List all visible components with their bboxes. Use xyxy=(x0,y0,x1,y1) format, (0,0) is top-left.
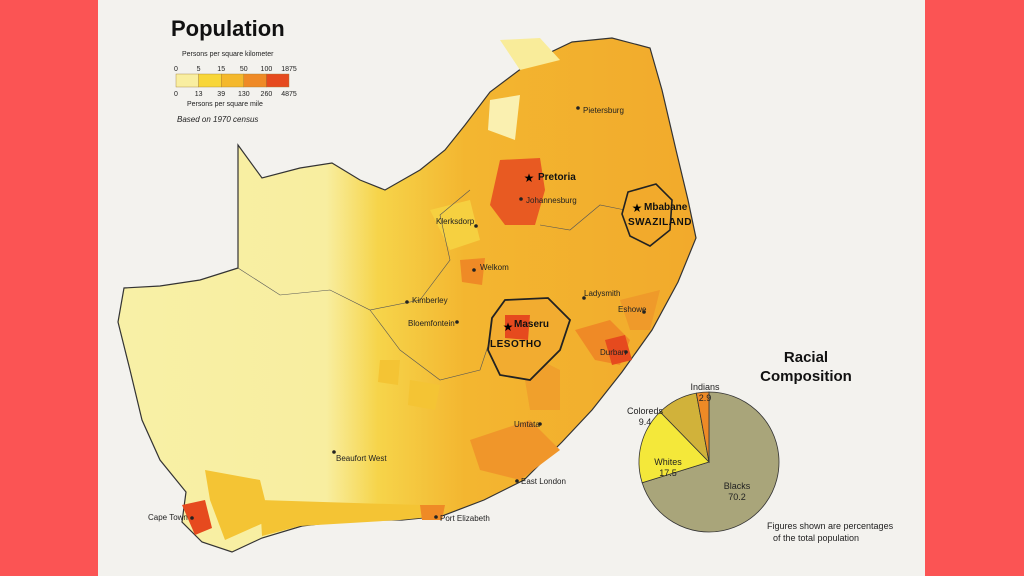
lesotho-label: LESOTHO xyxy=(490,339,542,350)
cities: Pietersburg Johannesburg Klerksdorp Welk… xyxy=(148,106,647,523)
legend-unit-km: Persons per square kilometer xyxy=(182,51,274,58)
city-eshowe[interactable]: Eshowe xyxy=(618,305,647,314)
legend-tick-mi: 4875 xyxy=(281,91,297,98)
province-borders xyxy=(237,189,626,381)
city-port-elizabeth[interactable]: Port Elizabeth xyxy=(440,514,490,523)
legend-tick-km: 15 xyxy=(217,66,225,73)
maseru-label: Maseru xyxy=(514,319,549,330)
legend-tick-mi: 130 xyxy=(238,91,250,98)
city-pietersburg[interactable]: Pietersburg xyxy=(583,106,624,115)
city-klerksdorp[interactable]: Klerksdorp xyxy=(436,217,475,226)
pie-title-2: Composition xyxy=(760,368,852,385)
legend-tick-mi: 260 xyxy=(261,91,273,98)
star-icon: ★ xyxy=(632,201,643,215)
legend-swatch-3 xyxy=(243,73,267,88)
pie-slice-blacks xyxy=(641,391,780,533)
legend-swatch-4 xyxy=(266,73,290,88)
city-welkom[interactable]: Welkom xyxy=(480,263,509,272)
city-kimberley[interactable]: Kimberley xyxy=(412,296,448,305)
legend-swatch-1 xyxy=(198,73,222,88)
pie-footnote-1: Figures shown are percentages xyxy=(767,521,894,531)
value-coloreds: 9.4 xyxy=(639,417,652,427)
label-whites: Whites xyxy=(654,457,682,467)
south-africa-land xyxy=(117,37,697,553)
legend-tick-km: 100 xyxy=(261,66,273,73)
legend-title: Population xyxy=(171,16,285,41)
label-blacks: Blacks xyxy=(724,481,751,491)
mbabane-label: Mbabane xyxy=(644,202,688,213)
legend-tick-km: 5 xyxy=(197,66,201,73)
legend-tick-km: 1875 xyxy=(281,66,297,73)
density-patches xyxy=(182,38,660,540)
legend-unit-mi: Persons per square mile xyxy=(187,101,263,108)
swaziland-label: SWAZILAND xyxy=(628,217,692,228)
pie-title-1: Racial xyxy=(784,349,828,366)
legend-tick-mi: 39 xyxy=(217,91,225,98)
label-indians: Indians xyxy=(690,382,720,392)
city-durban[interactable]: Durban xyxy=(600,348,626,357)
value-blacks: 70.2 xyxy=(728,492,746,502)
city-johannesburg[interactable]: Johannesburg xyxy=(526,196,577,205)
legend-tick-mi: 13 xyxy=(195,91,203,98)
pretoria-label: Pretoria xyxy=(538,172,576,183)
population-legend: Population Persons per square kilometer … xyxy=(171,16,297,124)
value-whites: 17.5 xyxy=(659,468,677,478)
pie-slice-indians xyxy=(695,391,710,463)
capital-pretoria[interactable]: ★ Pretoria xyxy=(524,171,577,185)
legend-swatch-2 xyxy=(220,73,244,88)
city-beaufort-west[interactable]: Beaufort West xyxy=(336,454,387,463)
city-umtata[interactable]: Umtata xyxy=(514,420,540,429)
capital-maseru[interactable]: ★ Maseru xyxy=(503,319,549,334)
star-icon: ★ xyxy=(524,171,535,185)
value-indians: 2.9 xyxy=(699,393,712,403)
swaziland-outline xyxy=(621,183,673,247)
city-cape-town[interactable]: Cape Town xyxy=(148,513,188,522)
star-icon: ★ xyxy=(503,320,514,334)
legend-tick-km: 0 xyxy=(174,66,178,73)
legend-note: Based on 1970 census xyxy=(177,115,258,124)
capital-mbabane[interactable]: ★ Mbabane xyxy=(632,201,688,215)
pie-footnote-2: of the total population xyxy=(773,533,859,543)
city-east-london[interactable]: East London xyxy=(521,477,566,486)
label-coloreds: Coloreds xyxy=(627,406,664,416)
legend-tick-mi: 0 xyxy=(174,91,178,98)
city-bloemfontein[interactable]: Bloemfontein xyxy=(408,319,455,328)
racial-composition-chart: Racial Composition Indians 2.9 Coloreds … xyxy=(627,349,894,543)
legend-swatch-0 xyxy=(175,73,199,88)
pie-slice-whites xyxy=(638,411,710,484)
legend-tick-km: 50 xyxy=(240,66,248,73)
city-ladysmith[interactable]: Ladysmith xyxy=(584,289,620,298)
